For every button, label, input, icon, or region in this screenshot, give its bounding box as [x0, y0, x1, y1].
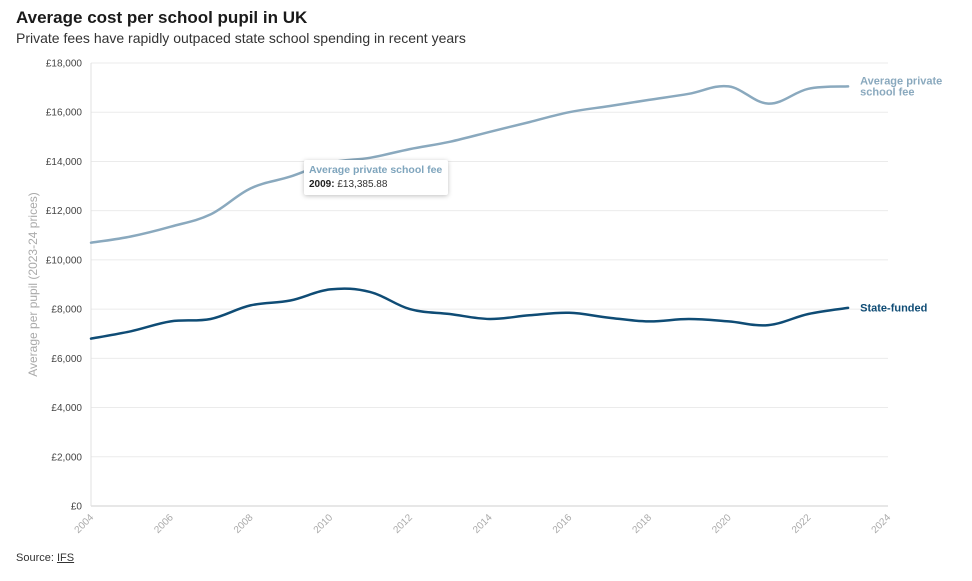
series-line[interactable] — [89, 287, 850, 340]
x-tick-label: 2016 — [551, 512, 575, 536]
series-label: Average private — [860, 75, 942, 87]
x-tick-label: 2008 — [232, 512, 256, 536]
source-note: Source: IFS — [16, 552, 74, 564]
x-tick-label: 2022 — [790, 512, 814, 536]
series-label: school fee — [860, 86, 914, 98]
y-axis-label: Average per pupil (2023-24 prices) — [26, 192, 40, 377]
source-link[interactable]: IFS — [56, 552, 75, 564]
y-tick-label: £2,000 — [51, 452, 82, 463]
x-tick-label: 2006 — [152, 512, 176, 536]
x-axis-ticks: 2004 2006 2008 2010 2012 2014 2016 2018 2020 2022… — [73, 512, 894, 536]
y-axis-ticks: £0 £2,000 £4,000 £6,000 £8,000 £10,000 £12,000… — [46, 59, 83, 513]
y-tick-label: £14,000 — [46, 157, 83, 168]
x-tick-label: 2010 — [312, 512, 336, 536]
x-tick-label: 2024 — [870, 512, 894, 536]
series-lines — [89, 84, 850, 340]
y-tick-label: £10,000 — [46, 255, 83, 266]
data-tooltip: Average private school fee 2009: £13,385… — [304, 160, 449, 195]
y-tick-label: £4,000 — [51, 403, 82, 414]
series-label: State-funded — [860, 302, 927, 314]
tooltip-value: £13,385.88 — [337, 179, 388, 190]
y-tick-label: £0 — [71, 502, 83, 513]
y-tick-label: £18,000 — [46, 59, 83, 70]
chart-title: Average cost per school pupil in UK — [16, 8, 308, 27]
series-line[interactable] — [89, 84, 850, 244]
x-tick-label: 2018 — [631, 512, 655, 536]
tooltip-series-name: Average private school fee — [309, 164, 443, 176]
grid-lines — [90, 62, 888, 507]
chart-subtitle: Private fees have rapidly outpaced state… — [16, 30, 466, 46]
x-tick-label: 2012 — [391, 512, 415, 536]
x-tick-label: 2004 — [73, 512, 97, 536]
x-tick-label: 2020 — [710, 512, 734, 536]
y-tick-label: £12,000 — [46, 206, 83, 217]
tooltip-year: 2009: — [309, 179, 335, 190]
y-tick-label: £6,000 — [51, 354, 82, 365]
y-tick-label: £8,000 — [51, 305, 82, 316]
x-tick-label: 2014 — [471, 512, 495, 536]
source-prefix: Source: — [16, 552, 54, 564]
tooltip-row: 2009: £13,385.88 — [309, 179, 442, 190]
y-tick-label: £16,000 — [46, 108, 83, 119]
line-chart: £0 £2,000 £4,000 £6,000 £8,000 £10,000 £12,000… — [26, 59, 942, 536]
